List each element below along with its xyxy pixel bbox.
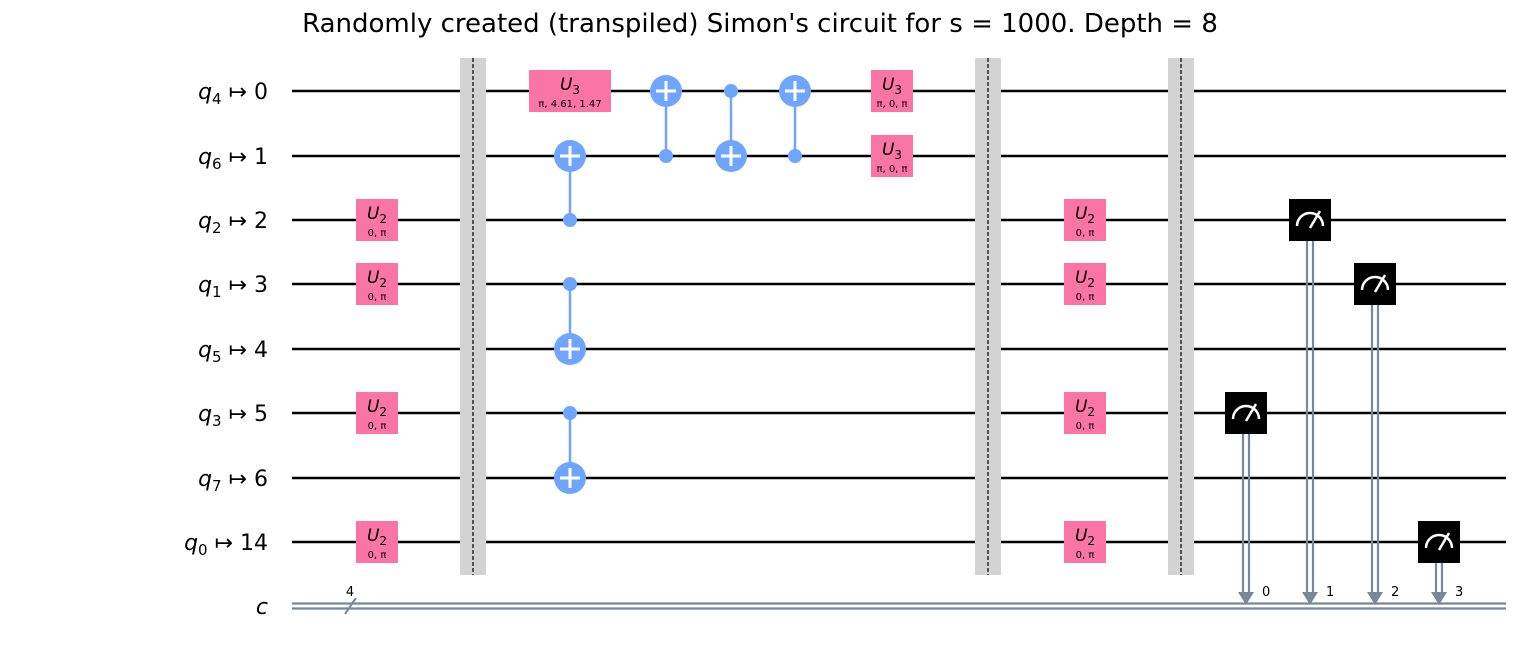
u-gate: [871, 135, 913, 177]
qubit-label: q0 ↦ 14: [184, 531, 268, 559]
u-gate: [356, 199, 398, 241]
qubit-label: q7 ↦ 6: [198, 467, 268, 495]
u-gate: [1064, 199, 1106, 241]
meter-arc: [1231, 404, 1261, 420]
classical-label: c: [256, 595, 268, 620]
gate-name: U2: [1075, 204, 1095, 226]
bundle-slash: [344, 597, 357, 615]
meter-needle: [1244, 403, 1258, 422]
control-dot: [563, 277, 577, 291]
gate-name: U2: [1075, 526, 1095, 548]
gate-params: 0, π: [368, 421, 387, 432]
u-gate: [1064, 263, 1106, 305]
meter-needle: [1308, 210, 1322, 229]
u-gate: [529, 70, 611, 112]
gate-name: U2: [1075, 397, 1095, 419]
measure-gate: [1418, 521, 1460, 563]
classical-bit-index: 2: [1391, 585, 1399, 600]
gate-params: π, 0, π: [876, 99, 907, 110]
measure-arrow: [1238, 592, 1254, 605]
gate-params: 0, π: [1076, 228, 1095, 239]
gate-name: U2: [367, 526, 387, 548]
gate-params: 0, π: [368, 292, 387, 303]
gate-params: 0, π: [368, 550, 387, 561]
gate-name: U2: [367, 204, 387, 226]
gate-params: π, 4.61, 1.47: [538, 99, 601, 110]
gate-params: 0, π: [1076, 292, 1095, 303]
control-dot: [563, 406, 577, 420]
gate-params: 0, π: [1076, 421, 1095, 432]
qubit-label: q4 ↦ 0: [198, 80, 268, 108]
gate-name: U2: [367, 397, 387, 419]
meter-arc: [1295, 211, 1325, 227]
u-gate: [1064, 521, 1106, 563]
gate-params: π, 0, π: [876, 164, 907, 175]
classical-size: 4: [346, 585, 354, 600]
qubit-label: q5 ↦ 4: [198, 338, 268, 366]
gate-name: U3: [882, 75, 902, 97]
wires: [292, 89, 1506, 615]
gate-name: U3: [882, 140, 902, 162]
control-dot: [788, 149, 802, 163]
gate-params: 0, π: [1076, 550, 1095, 561]
barriers: [460, 58, 1194, 575]
measure-gate: [1354, 263, 1396, 305]
measure-arrow: [1302, 592, 1318, 605]
gate-name: U3: [560, 75, 580, 97]
meter-arc: [1360, 275, 1390, 291]
classical-bit-index: 1: [1326, 585, 1334, 600]
u-gate: [871, 70, 913, 112]
measure-gate: [1225, 392, 1267, 434]
classical-bit-index: 3: [1455, 585, 1463, 600]
gate-name: U2: [1075, 268, 1095, 290]
gate-name: U2: [367, 268, 387, 290]
u-gate: [356, 521, 398, 563]
measure-arrow: [1431, 592, 1447, 605]
meter-arc: [1424, 533, 1454, 549]
u-gate: [356, 392, 398, 434]
circuit-title: Randomly created (transpiled) Simon's ci…: [302, 9, 1218, 39]
control-dot: [724, 84, 738, 98]
measure-gate: [1289, 199, 1331, 241]
u-gate: [356, 263, 398, 305]
gates: U2 0, π U2 0, π U2 0, π U2 0, π U3 π, 4.61, 1.47 U…: [356, 70, 1463, 605]
control-dot: [659, 149, 673, 163]
qubit-label: q3 ↦ 5: [198, 402, 268, 430]
register-labels: q4 ↦ 0 q6 ↦ 1 q2 ↦ 2 q1 ↦ 3 q5 ↦ 4 q3 ↦ 5 q7 ↦…: [184, 80, 354, 620]
qubit-label: q2 ↦ 2: [198, 209, 268, 237]
meter-needle: [1437, 532, 1451, 551]
classical-bit-index: 0: [1262, 585, 1270, 600]
meter-needle: [1373, 274, 1387, 293]
qubit-label: q1 ↦ 3: [198, 273, 268, 301]
qubit-label: q6 ↦ 1: [198, 145, 268, 173]
control-dot: [563, 213, 577, 227]
u-gate: [1064, 392, 1106, 434]
measure-arrow: [1367, 592, 1383, 605]
gate-params: 0, π: [368, 228, 387, 239]
